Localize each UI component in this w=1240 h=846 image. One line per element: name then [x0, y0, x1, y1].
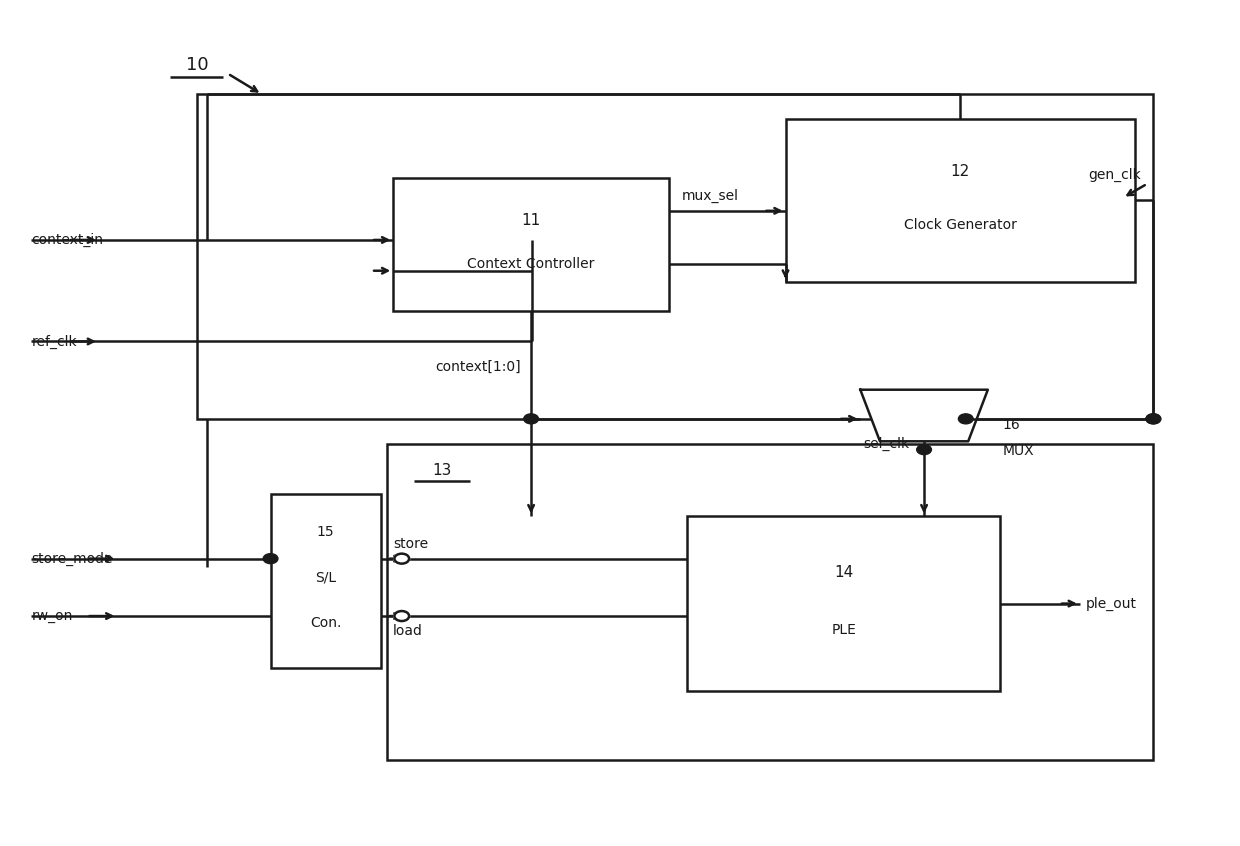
Text: mux_sel: mux_sel	[681, 189, 738, 203]
Text: 13: 13	[433, 463, 451, 478]
Text: PLE: PLE	[831, 623, 856, 637]
Text: S/L: S/L	[315, 570, 336, 585]
Text: 10: 10	[186, 56, 208, 74]
Text: context[1:0]: context[1:0]	[435, 360, 521, 374]
Bar	[387, 444, 1153, 760]
Circle shape	[959, 414, 973, 424]
Circle shape	[394, 611, 409, 621]
Text: ple_out: ple_out	[1086, 596, 1137, 611]
Text: ref_clk: ref_clk	[31, 334, 77, 349]
Bar	[197, 94, 1153, 419]
Circle shape	[263, 553, 278, 563]
Text: rw_on: rw_on	[31, 609, 73, 623]
Circle shape	[394, 553, 409, 563]
Text: 14: 14	[835, 564, 853, 580]
Text: 12: 12	[951, 164, 970, 179]
Text: Con.: Con.	[310, 616, 341, 630]
Bar	[270, 494, 381, 668]
Circle shape	[916, 445, 931, 454]
Text: 11: 11	[522, 212, 541, 228]
Text: 16: 16	[1003, 418, 1021, 431]
Text: Context Controller: Context Controller	[467, 257, 595, 271]
Text: store: store	[393, 536, 428, 551]
Text: gen_clk: gen_clk	[1089, 168, 1141, 182]
Circle shape	[1146, 414, 1161, 424]
Text: sel_clk: sel_clk	[863, 437, 909, 451]
Text: MUX: MUX	[1003, 444, 1034, 459]
Bar	[393, 178, 670, 310]
Text: Clock Generator: Clock Generator	[904, 217, 1017, 232]
Polygon shape	[861, 390, 988, 442]
Text: store_mode: store_mode	[31, 552, 113, 566]
Text: load: load	[393, 624, 423, 638]
Text: 15: 15	[317, 525, 335, 539]
Circle shape	[1146, 414, 1161, 424]
Bar	[785, 119, 1135, 282]
Circle shape	[523, 414, 538, 424]
Text: context_in: context_in	[31, 233, 103, 247]
Bar	[687, 516, 1001, 691]
